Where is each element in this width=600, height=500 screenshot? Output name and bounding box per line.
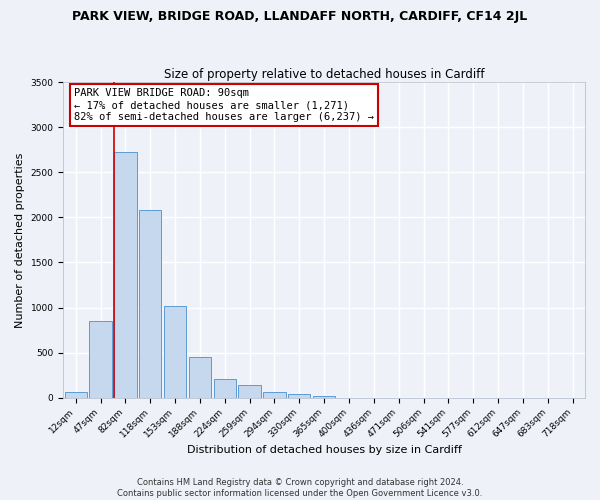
X-axis label: Distribution of detached houses by size in Cardiff: Distribution of detached houses by size … bbox=[187, 445, 461, 455]
Bar bbox=[139, 210, 161, 398]
Text: Contains HM Land Registry data © Crown copyright and database right 2024.
Contai: Contains HM Land Registry data © Crown c… bbox=[118, 478, 482, 498]
Bar bbox=[263, 392, 286, 398]
Text: PARK VIEW, BRIDGE ROAD, LLANDAFF NORTH, CARDIFF, CF14 2JL: PARK VIEW, BRIDGE ROAD, LLANDAFF NORTH, … bbox=[73, 10, 527, 23]
Bar bbox=[164, 306, 186, 398]
Bar bbox=[114, 152, 137, 398]
Bar bbox=[238, 384, 261, 398]
Bar bbox=[65, 392, 87, 398]
Text: PARK VIEW BRIDGE ROAD: 90sqm
← 17% of detached houses are smaller (1,271)
82% of: PARK VIEW BRIDGE ROAD: 90sqm ← 17% of de… bbox=[74, 88, 374, 122]
Y-axis label: Number of detached properties: Number of detached properties bbox=[15, 152, 25, 328]
Bar bbox=[214, 379, 236, 398]
Bar bbox=[313, 396, 335, 398]
Bar bbox=[288, 394, 310, 398]
Bar bbox=[89, 321, 112, 398]
Bar bbox=[189, 356, 211, 398]
Title: Size of property relative to detached houses in Cardiff: Size of property relative to detached ho… bbox=[164, 68, 484, 81]
